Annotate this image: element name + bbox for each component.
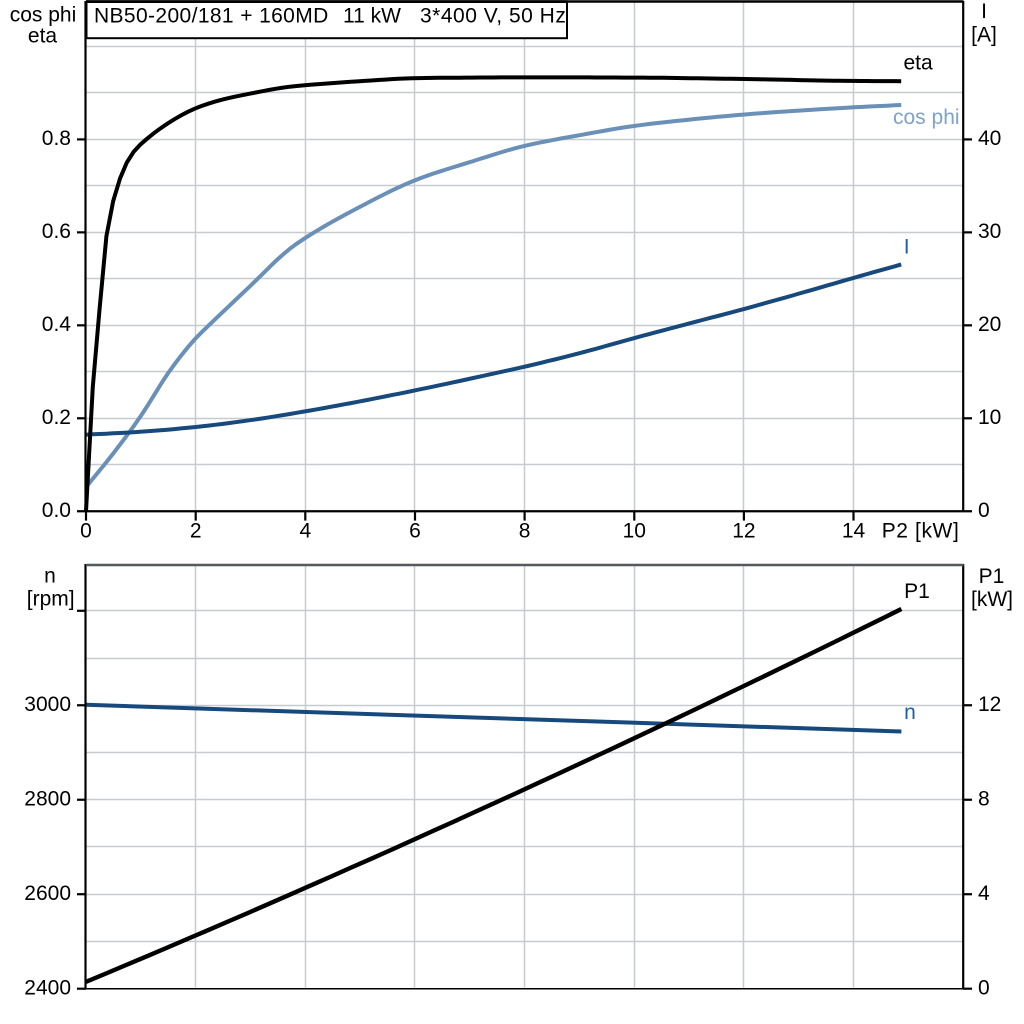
svg-text:11 kW: 11 kW [343, 4, 401, 27]
svg-text:8: 8 [978, 788, 990, 811]
svg-text:10: 10 [623, 520, 646, 543]
svg-text:0.0: 0.0 [42, 499, 71, 522]
svg-text:I: I [904, 235, 910, 258]
svg-text:0: 0 [978, 977, 990, 1000]
svg-text:14: 14 [842, 520, 866, 543]
svg-text:3*400 V, 50 Hz: 3*400 V, 50 Hz [420, 4, 566, 27]
svg-text:2800: 2800 [24, 788, 71, 811]
svg-text:12: 12 [732, 520, 755, 543]
svg-text:n: n [904, 701, 916, 724]
svg-text:4: 4 [299, 520, 311, 543]
svg-text:8: 8 [519, 520, 531, 543]
svg-text:0: 0 [978, 499, 990, 522]
svg-text:40: 40 [978, 127, 1001, 150]
svg-text:0.4: 0.4 [42, 313, 72, 336]
svg-text:[kW]: [kW] [971, 588, 1013, 611]
svg-text:P1: P1 [979, 565, 1005, 588]
svg-text:eta: eta [904, 52, 934, 75]
svg-text:[A]: [A] [971, 24, 997, 47]
svg-text:[rpm]: [rpm] [27, 588, 75, 611]
svg-text:cos phi: cos phi [893, 106, 960, 129]
svg-text:2600: 2600 [24, 882, 71, 905]
svg-text:NB50-200/181 + 160MD: NB50-200/181 + 160MD [94, 4, 329, 27]
svg-text:0.6: 0.6 [42, 220, 71, 243]
svg-text:cos phi: cos phi [10, 3, 77, 26]
svg-text:0.2: 0.2 [42, 406, 71, 429]
svg-text:12: 12 [978, 693, 1001, 716]
svg-text:eta: eta [28, 25, 58, 48]
svg-text:2400: 2400 [24, 977, 71, 1000]
svg-text:P1: P1 [904, 580, 930, 603]
svg-text:0: 0 [80, 520, 92, 543]
svg-text:I: I [981, 0, 987, 23]
svg-text:2: 2 [190, 520, 202, 543]
svg-text:20: 20 [978, 313, 1001, 336]
svg-text:P2 [kW]: P2 [kW] [882, 520, 960, 543]
svg-text:30: 30 [978, 220, 1001, 243]
svg-text:10: 10 [978, 406, 1001, 429]
svg-text:4: 4 [978, 882, 990, 905]
svg-text:n: n [44, 564, 56, 587]
svg-text:3000: 3000 [24, 693, 71, 716]
svg-text:6: 6 [409, 520, 421, 543]
svg-text:0.8: 0.8 [42, 127, 71, 150]
